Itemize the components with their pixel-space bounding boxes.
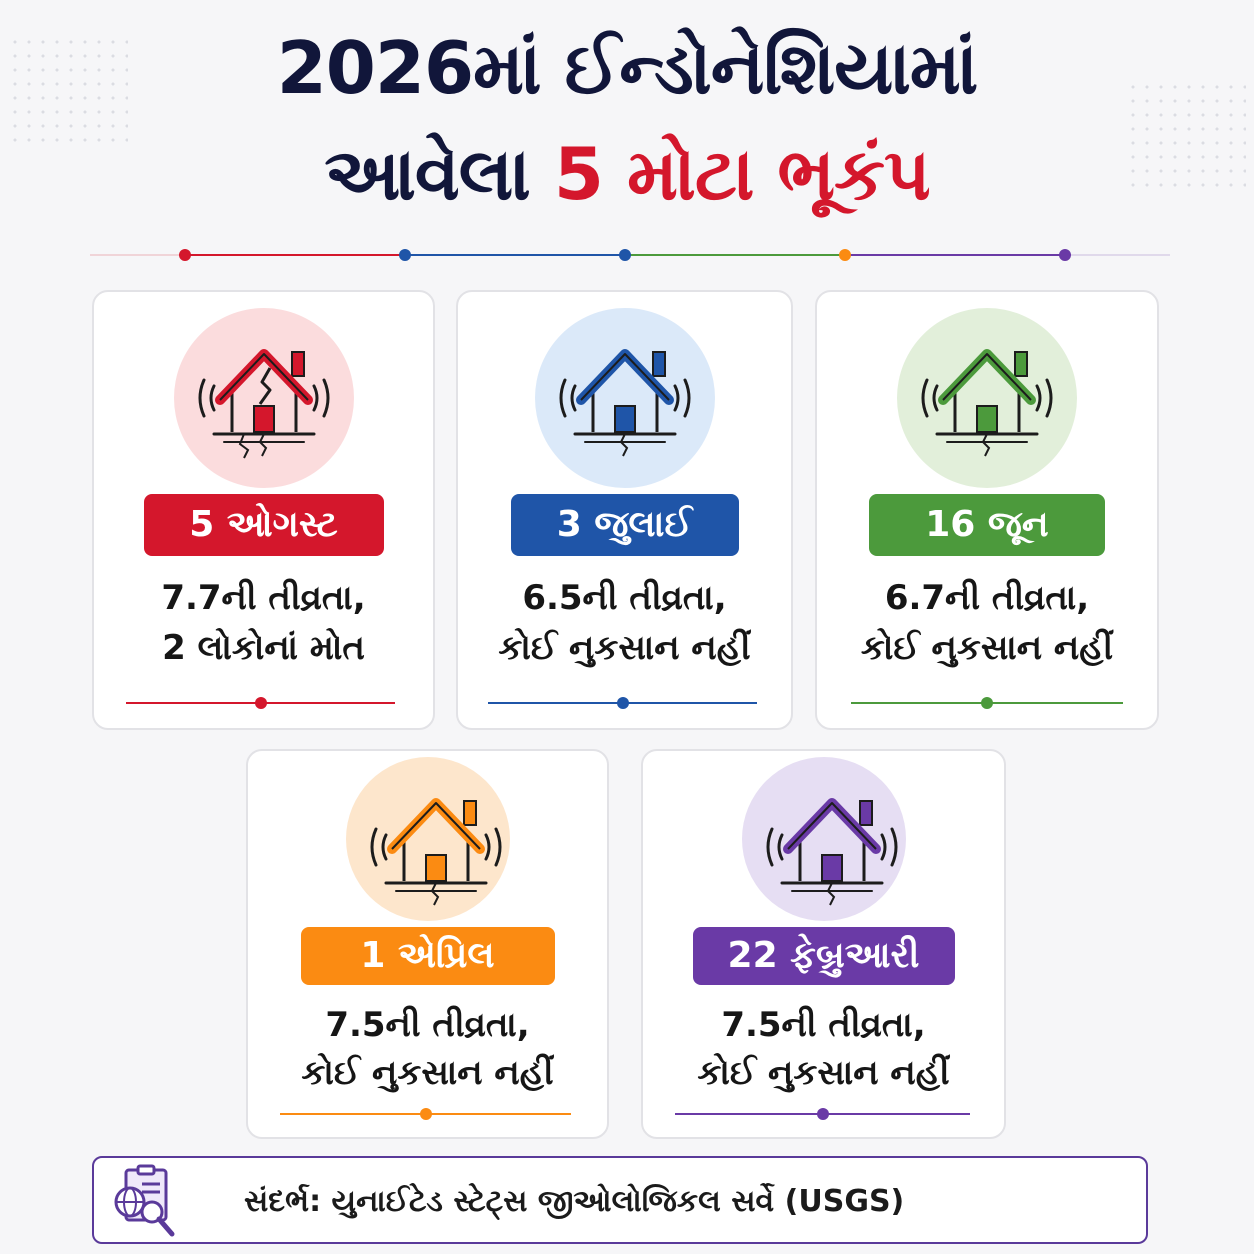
impact-text: કોઈ નુકસાન નહીં (697, 1053, 950, 1093)
house-icon-circle (741, 757, 906, 921)
card-divider-dot (254, 697, 267, 709)
house-icon-circle (345, 757, 510, 921)
house-icon-circle (534, 308, 715, 488)
earthquake-card-aug: 5 ઓગસ્ટ 7.7ની તીવ્રતા, 2 લોકોનાં મોત (92, 290, 435, 730)
card-divider (280, 1108, 571, 1120)
card-divider-dot (616, 697, 629, 709)
date-badge: 5 ઓગસ્ટ (143, 494, 384, 556)
shaking-house-icon (766, 798, 897, 906)
title-prefix: આવેલા (324, 132, 531, 216)
shaking-house-icon (559, 349, 690, 457)
date-badge: 1 એપ્રિલ (300, 927, 555, 985)
card-divider-dot (419, 1108, 432, 1120)
decorative-dots-left (8, 35, 128, 145)
card-divider (126, 697, 395, 709)
card-divider-dot (981, 697, 993, 709)
source-text: સંદર્ભ: યુનાઈટેડ સ્ટેટ્સ જીઓલોજિકલ સર્વે… (244, 1184, 905, 1219)
magnitude-text: 7.5ની તીવ્રતા, (325, 1005, 530, 1045)
card-divider (675, 1108, 970, 1120)
shaking-house-icon (921, 349, 1053, 457)
impact-text: 2 લોકોનાં મોત (162, 628, 365, 668)
earthquake-card-feb: 22 ફેબ્રુઆરી 7.5ની તીવ્રતા, કોઈ નુકસાન ન… (641, 749, 1006, 1139)
impact-text: કોઈ નુકસાન નહીં (301, 1053, 554, 1093)
divider-dot-orange (839, 249, 851, 261)
cracked-house-icon (198, 349, 329, 459)
card-divider (488, 697, 757, 709)
card-divider (851, 697, 1123, 709)
magnitude-text: 6.5ની તીવ્રતા, (522, 578, 727, 618)
house-icon-circle (173, 308, 354, 488)
shaking-house-icon (370, 798, 501, 906)
divider-dot-blue-1 (399, 249, 411, 261)
date-badge: 22 ફેબ્રુઆરી (692, 927, 955, 985)
earthquake-card-jul: 3 જુલાઈ 6.5ની તીવ્રતા, કોઈ નુકસાન નહીં (456, 290, 793, 730)
earthquake-card-apr: 1 એપ્રિલ 7.5ની તીવ્રતા, કોઈ નુકસાન નહીં (246, 749, 609, 1139)
house-icon-circle (897, 308, 1077, 488)
card-divider-dot (816, 1108, 829, 1120)
date-badge: 16 જૂન (869, 494, 1105, 556)
divider-dot-blue-2 (619, 249, 631, 261)
title-highlight: 5 મોટા ભૂકંપ (553, 132, 931, 216)
title-divider (90, 249, 1170, 261)
magnitude-text: 7.7ની તીવ્રતા, (161, 578, 366, 618)
impact-text: કોઈ નુકસાન નહીં (860, 628, 1114, 668)
source-box: સંદર્ભ: યુનાઈટેડ સ્ટેટ્સ જીઓલોજિકલ સર્વે… (92, 1156, 1148, 1244)
magnitude-text: 7.5ની તીવ્રતા, (721, 1005, 926, 1045)
date-badge: 3 જુલાઈ (510, 494, 739, 556)
divider-dot-purple (1059, 249, 1071, 261)
title-line-1: 2026માં ઈન્ડોનેશિયામાં (276, 26, 979, 110)
earthquake-card-jun: 16 જૂન 6.7ની તીવ્રતા, કોઈ નુકસાન નહીં (815, 290, 1159, 730)
divider-dot-red (179, 249, 191, 261)
magnitude-text: 6.7ની તીવ્રતા, (884, 578, 1090, 618)
document-globe-magnifier-icon (114, 1164, 175, 1237)
impact-text: કોઈ નુકસાન નહીં (498, 628, 751, 668)
decorative-dots-right (1126, 80, 1246, 190)
title-line-2: આવેલા 5 મોટા ભૂકંપ (0, 138, 1254, 210)
